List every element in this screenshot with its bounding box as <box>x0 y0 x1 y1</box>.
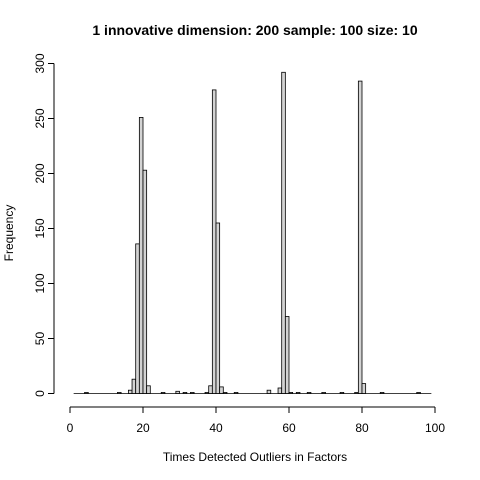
histogram-bar <box>208 385 213 394</box>
histogram-bar <box>175 390 180 394</box>
histogram-bar <box>211 89 217 394</box>
histogram-bar <box>233 391 239 394</box>
x-tick-label: 80 <box>355 421 369 435</box>
y-tick-label: 300 <box>33 53 47 73</box>
histogram-bar <box>160 391 166 394</box>
histogram-bar <box>135 243 140 394</box>
histogram-bar <box>354 391 359 394</box>
histogram-bar <box>127 389 133 394</box>
histogram-bar <box>266 389 272 394</box>
histogram-bars <box>73 71 432 394</box>
histogram-bar <box>190 391 195 394</box>
histogram-bar <box>138 117 144 394</box>
y-tick-label: 50 <box>33 332 47 346</box>
histogram-bar <box>146 385 151 394</box>
histogram-bar <box>281 71 286 394</box>
y-axis: 0 50 100 150 200 250 300 <box>33 53 55 397</box>
histogram-bar <box>117 391 122 394</box>
histogram-bar <box>306 391 312 394</box>
histogram-bar <box>295 391 301 394</box>
x-axis: 0 20 40 60 80 100 <box>67 406 445 435</box>
y-tick-label: 0 <box>33 390 47 397</box>
x-tick-label: 20 <box>136 421 150 435</box>
histogram-bar <box>222 391 228 394</box>
histogram-bar <box>131 378 137 394</box>
x-tick-label: 0 <box>67 421 74 435</box>
y-tick-label: 200 <box>33 163 47 183</box>
x-axis-label: Times Detected Outliers in Factors <box>163 450 347 464</box>
histogram-bar <box>84 391 89 394</box>
histogram-bar <box>339 391 345 394</box>
y-axis-label: Frequency <box>2 205 16 262</box>
histogram-bar <box>204 391 210 394</box>
histogram-bar <box>182 391 188 394</box>
x-tick-label: 100 <box>425 421 445 435</box>
histogram-bar <box>361 383 367 394</box>
y-tick-label: 150 <box>33 218 47 238</box>
x-tick-label: 40 <box>209 421 223 435</box>
histogram-bar <box>357 80 363 394</box>
histogram-bar <box>416 391 421 394</box>
histogram-bar <box>284 316 290 394</box>
y-tick-label: 250 <box>33 108 47 128</box>
x-tick-label: 60 <box>282 421 296 435</box>
histogram-bar <box>288 391 294 394</box>
histogram-bar <box>142 169 148 394</box>
histogram-bar <box>277 387 283 394</box>
y-tick-label: 100 <box>33 273 47 293</box>
histogram-bar <box>215 222 221 394</box>
histogram-bar <box>321 391 326 394</box>
chart-title: 1 innovative dimension: 200 sample: 100 … <box>92 22 417 38</box>
histogram-bar <box>379 391 385 394</box>
histogram-bar <box>219 386 224 394</box>
